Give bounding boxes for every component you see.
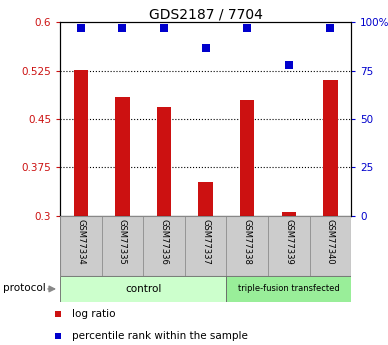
Text: GSM77340: GSM77340	[326, 219, 335, 264]
Bar	[268, 216, 310, 276]
Bar	[282, 213, 296, 216]
Point	[244, 26, 250, 31]
Bar	[102, 216, 143, 276]
Text: GSM77336: GSM77336	[159, 219, 168, 265]
Text: triple-fusion transfected: triple-fusion transfected	[238, 284, 340, 294]
Bar	[60, 276, 227, 302]
Text: GSM77334: GSM77334	[76, 219, 85, 264]
Text: GSM77338: GSM77338	[243, 219, 252, 265]
Point	[203, 45, 209, 50]
Text: control: control	[125, 284, 161, 294]
Bar	[198, 182, 213, 216]
Bar	[185, 216, 227, 276]
Bar	[143, 216, 185, 276]
Bar	[115, 97, 130, 216]
Title: GDS2187 / 7704: GDS2187 / 7704	[149, 7, 263, 21]
Point	[286, 62, 292, 68]
Bar	[74, 70, 88, 216]
Bar	[240, 100, 255, 216]
Bar	[310, 216, 351, 276]
Text: log ratio: log ratio	[72, 309, 115, 319]
Text: GSM77337: GSM77337	[201, 219, 210, 265]
Bar	[157, 107, 171, 216]
Bar	[323, 80, 338, 216]
Point	[161, 26, 167, 31]
Bar	[60, 216, 102, 276]
Text: percentile rank within the sample: percentile rank within the sample	[72, 331, 248, 341]
Point	[327, 26, 333, 31]
Point	[120, 26, 126, 31]
Text: GSM77335: GSM77335	[118, 219, 127, 264]
Point	[55, 311, 61, 317]
Bar	[227, 216, 268, 276]
Point	[78, 26, 84, 31]
Point	[55, 333, 61, 338]
Text: GSM77339: GSM77339	[284, 219, 293, 264]
Bar	[227, 276, 351, 302]
Text: protocol: protocol	[3, 283, 46, 293]
